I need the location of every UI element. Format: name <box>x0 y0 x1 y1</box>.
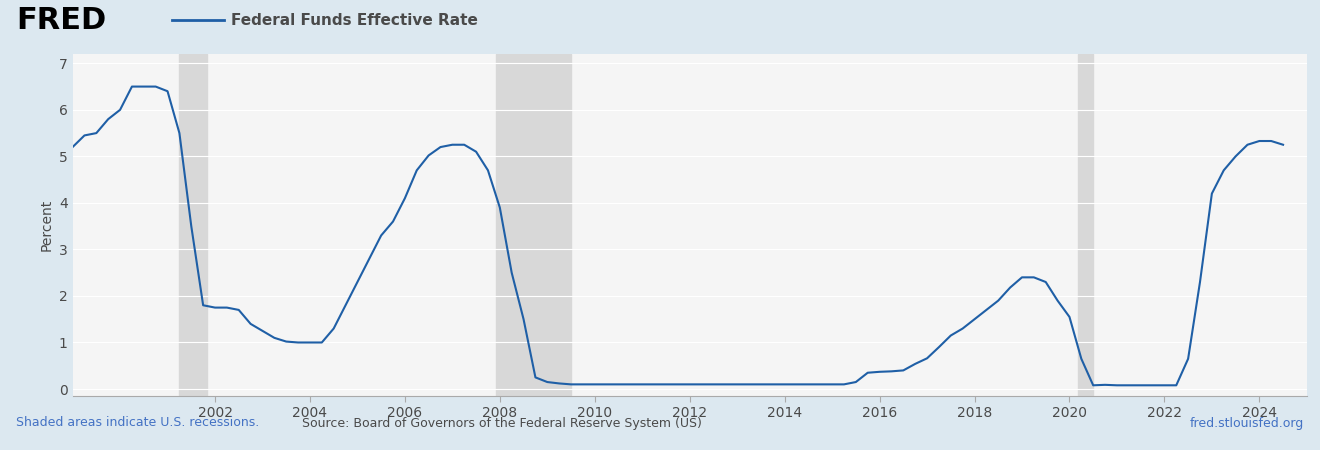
Text: fred.stlouisfed.org: fred.stlouisfed.org <box>1189 417 1304 429</box>
Text: Source: Board of Governors of the Federal Reserve System (US): Source: Board of Governors of the Federa… <box>302 417 701 429</box>
Y-axis label: Percent: Percent <box>40 199 53 251</box>
Text: Federal Funds Effective Rate: Federal Funds Effective Rate <box>231 13 478 28</box>
Text: FRED: FRED <box>16 6 106 35</box>
Bar <box>180 54 207 396</box>
Bar <box>496 54 572 396</box>
Bar <box>1077 54 1093 396</box>
Text: Shaded areas indicate U.S. recessions.: Shaded areas indicate U.S. recessions. <box>16 417 259 429</box>
